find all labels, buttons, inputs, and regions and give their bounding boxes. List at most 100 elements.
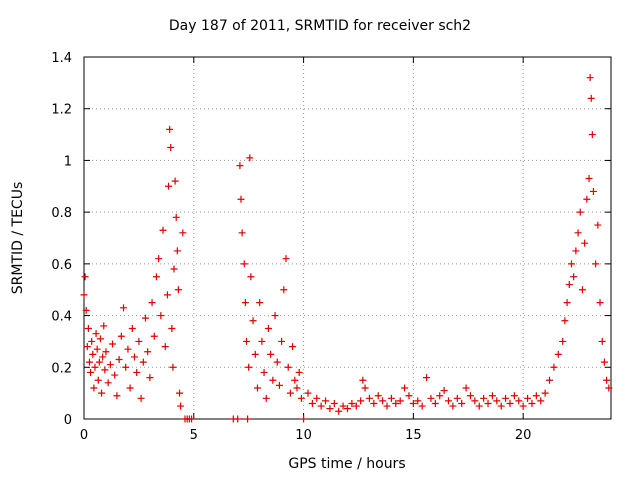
- data-point: [335, 407, 343, 415]
- data-point: [578, 286, 586, 294]
- data-point: [586, 74, 594, 82]
- data-point: [273, 358, 281, 366]
- data-point: [275, 381, 283, 389]
- data-point: [170, 265, 178, 273]
- data-point: [98, 389, 106, 397]
- data-point: [431, 399, 439, 407]
- data-point: [405, 392, 413, 400]
- data-point: [256, 299, 264, 307]
- y-tick-label: 0.6: [51, 258, 72, 273]
- data-point: [249, 317, 257, 325]
- data-point: [115, 356, 123, 364]
- data-point: [506, 399, 514, 407]
- data-point: [484, 399, 492, 407]
- data-point: [93, 345, 101, 353]
- data-point: [238, 229, 246, 237]
- data-point: [122, 363, 130, 371]
- data-point: [357, 397, 365, 405]
- data-point: [267, 350, 275, 358]
- data-point: [453, 394, 461, 402]
- data-point: [587, 94, 595, 102]
- data-point: [330, 399, 338, 407]
- data-point: [600, 358, 608, 366]
- data-point: [111, 371, 119, 379]
- data-point: [515, 397, 523, 405]
- data-point: [144, 348, 152, 356]
- data-point: [594, 221, 602, 229]
- data-point: [289, 343, 297, 351]
- data-point: [291, 376, 299, 384]
- data-point: [120, 304, 128, 312]
- data-point: [179, 229, 187, 237]
- plot-frame: [83, 56, 612, 420]
- data-point: [449, 402, 457, 410]
- data-point: [246, 154, 254, 162]
- data-point: [269, 376, 277, 384]
- data-point: [383, 402, 391, 410]
- data-point: [284, 363, 292, 371]
- data-point: [128, 325, 136, 332]
- data-point: [89, 350, 97, 358]
- data-point: [278, 337, 286, 345]
- x-tick-label: 20: [515, 428, 532, 443]
- data-point: [146, 374, 154, 382]
- data-point: [171, 177, 179, 185]
- data-point: [576, 208, 584, 216]
- data-point: [124, 345, 132, 353]
- data-point: [161, 343, 169, 351]
- data-point: [242, 337, 250, 345]
- data-point: [253, 384, 261, 392]
- data-point: [565, 281, 573, 289]
- data-point: [427, 394, 435, 402]
- data-point: [598, 337, 606, 345]
- data-point: [497, 402, 505, 410]
- data-point: [361, 384, 369, 392]
- y-tick-label: 0.8: [51, 206, 72, 221]
- data-point: [271, 312, 279, 320]
- data-point: [168, 325, 176, 332]
- data-point: [237, 195, 245, 203]
- data-point: [300, 415, 308, 423]
- data-point: [365, 394, 373, 402]
- data-point: [104, 379, 112, 387]
- data-point: [84, 325, 92, 332]
- data-point: [546, 376, 554, 384]
- data-point: [80, 291, 88, 299]
- data-point: [475, 402, 483, 410]
- data-point: [585, 175, 593, 183]
- data-point: [169, 363, 177, 371]
- axis-ticks: 0 0.2 0.4 0.6 0.8 1 1.2 1.4 0 5 10 15 20: [51, 51, 611, 443]
- data-point: [81, 273, 89, 281]
- data-point: [174, 286, 182, 294]
- data-point: [379, 397, 387, 405]
- data-point: [244, 415, 252, 423]
- data-point: [91, 363, 99, 371]
- data-point: [282, 255, 290, 263]
- chart-title: Day 187 of 2011, SRMTID for receiver sch…: [168, 18, 472, 34]
- data-point: [126, 384, 134, 392]
- data-point: [541, 389, 549, 397]
- data-point: [436, 392, 444, 400]
- data-point: [370, 399, 378, 407]
- data-point: [480, 394, 488, 402]
- x-tick-label: 15: [405, 428, 422, 443]
- data-point: [583, 195, 591, 203]
- data-point: [262, 394, 270, 402]
- data-point: [280, 286, 288, 294]
- data-point: [588, 131, 596, 139]
- data-point: [152, 273, 160, 281]
- data-point: [264, 325, 272, 332]
- data-point: [139, 358, 147, 366]
- data-point: [87, 368, 95, 376]
- data-point: [581, 239, 589, 247]
- x-tick-label: 0: [80, 428, 88, 443]
- data-point: [418, 402, 426, 410]
- data-point: [155, 255, 163, 263]
- data-point: [322, 397, 330, 405]
- data-point: [471, 397, 479, 405]
- data-point: [596, 299, 604, 307]
- data-point: [563, 299, 571, 307]
- data-point: [137, 394, 145, 402]
- data-point: [326, 405, 334, 413]
